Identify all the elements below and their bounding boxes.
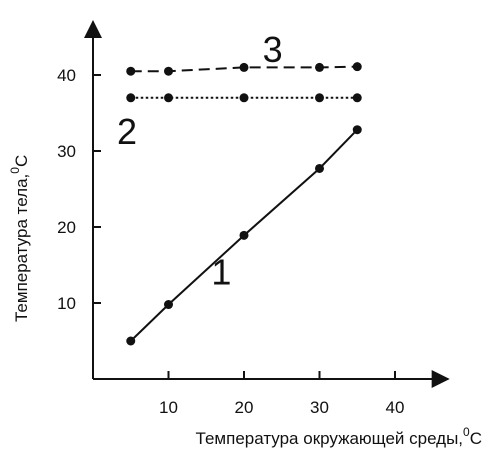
data-point [352,125,362,135]
series-3: 3 [126,29,362,76]
y-tick-label: 30 [57,142,76,161]
x-axis-unit: C [470,429,482,448]
x-tick-label: 10 [159,398,178,417]
x-tick-label: 30 [310,398,329,417]
data-point [315,163,324,173]
y-tick-label: 20 [57,218,76,237]
data-point [239,62,249,72]
series-1: 1 [126,125,362,346]
data-point [352,62,362,72]
y-axis-unit: C [12,155,31,167]
y-axis-title: Температура тела,0C [8,155,31,322]
data-point [126,336,136,346]
y-ticks: 10 20 30 40 [57,66,101,313]
data-point [239,230,249,240]
data-point [164,66,173,76]
data-point [315,93,324,103]
series-line [130,65,358,73]
series-layer: 1 2 3 [117,29,362,346]
data-point [352,93,362,103]
series-label: 1 [211,252,231,293]
x-tick-label: 40 [386,398,405,417]
y-tick-label: 10 [57,294,76,313]
series-label: 3 [263,29,283,70]
y-axis-title-text: Температура тела, [12,174,31,322]
data-point [239,93,249,103]
data-point [315,62,324,72]
data-point [126,93,136,103]
y-axis-degree: 0 [8,167,22,174]
series-2: 2 [117,93,362,152]
x-axis-degree: 0 [463,425,470,439]
data-point [164,93,173,103]
x-tick-label: 20 [235,398,254,417]
series-label: 2 [117,111,137,152]
y-tick-label: 40 [57,66,76,85]
x-axis-title: Температура окружающей среды,0C [196,425,482,448]
x-ticks: 10 20 30 40 [159,371,404,417]
data-point [126,66,136,76]
x-axis-title-text: Температура окружающей среды, [196,429,463,448]
data-point [164,300,173,310]
